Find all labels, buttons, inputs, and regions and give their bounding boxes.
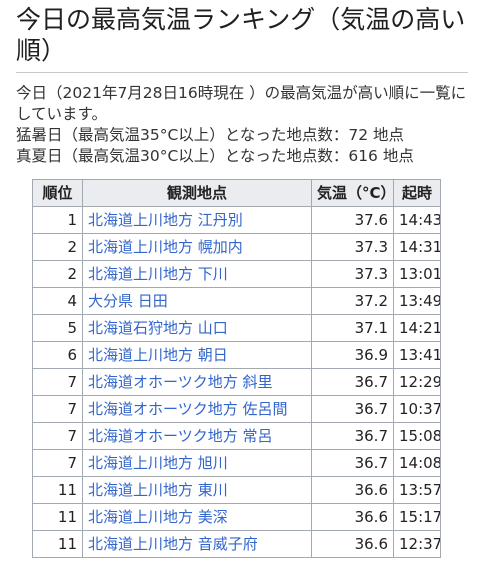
place-link[interactable]: 北海道上川地方 幌加内 bbox=[88, 238, 243, 256]
rank-cell: 2 bbox=[32, 260, 83, 288]
place-cell: 北海道上川地方 美深 bbox=[82, 503, 312, 531]
table-row: 11 北海道上川地方 音威子府 36.6 12:37 bbox=[32, 530, 441, 558]
temperature-cell: 36.7 bbox=[311, 422, 394, 450]
table-row: 11 北海道上川地方 美深 36.6 15:17 bbox=[32, 503, 441, 531]
temperature-cell: 37.6 bbox=[311, 206, 394, 234]
place-link[interactable]: 北海道上川地方 美深 bbox=[88, 508, 228, 526]
temperature-cell: 37.3 bbox=[311, 233, 394, 261]
description: 今日（2021年7月28日16時現在 ）の最高気温が高い順に一覧にしています。 … bbox=[16, 83, 468, 167]
header-temp: 気温（°C） bbox=[311, 179, 394, 207]
place-link[interactable]: 北海道上川地方 下川 bbox=[88, 265, 228, 283]
table-row: 1 北海道上川地方 江丹別 37.6 14:43 bbox=[32, 206, 441, 234]
time-cell: 12:29 bbox=[393, 368, 441, 396]
place-cell: 北海道上川地方 江丹別 bbox=[82, 206, 312, 234]
place-link[interactable]: 北海道上川地方 東川 bbox=[88, 481, 228, 499]
extreme-heat-count: 猛暑日（最高気温35°C以上）となった地点数：72 地点 bbox=[16, 126, 404, 144]
temperature-cell: 36.6 bbox=[311, 476, 394, 504]
table-row: 5 北海道石狩地方 山口 37.1 14:21 bbox=[32, 314, 441, 342]
table-row: 11 北海道上川地方 東川 36.6 13:57 bbox=[32, 476, 441, 504]
time-cell: 15:17 bbox=[393, 503, 441, 531]
time-cell: 12:37 bbox=[393, 530, 441, 558]
place-link[interactable]: 北海道オホーツク地方 斜里 bbox=[88, 373, 273, 391]
table-body: 1 北海道上川地方 江丹別 37.6 14:43 2 北海道上川地方 幌加内 37.3 14:… bbox=[32, 206, 441, 558]
rank-cell: 7 bbox=[32, 422, 83, 450]
time-cell: 13:49 bbox=[393, 287, 441, 315]
time-cell: 13:41 bbox=[393, 341, 441, 369]
table-row: 7 北海道オホーツク地方 斜里 36.7 12:29 bbox=[32, 368, 441, 396]
rank-cell: 6 bbox=[32, 341, 83, 369]
rank-cell: 1 bbox=[32, 206, 83, 234]
rank-cell: 11 bbox=[32, 476, 83, 504]
place-cell: 北海道上川地方 旭川 bbox=[82, 449, 312, 477]
place-link[interactable]: 北海道オホーツク地方 常呂 bbox=[88, 427, 273, 445]
temperature-cell: 36.7 bbox=[311, 368, 394, 396]
table-row: 7 北海道上川地方 旭川 36.7 14:08 bbox=[32, 449, 441, 477]
temperature-cell: 37.3 bbox=[311, 260, 394, 288]
time-cell: 14:08 bbox=[393, 449, 441, 477]
place-cell: 北海道オホーツク地方 佐呂間 bbox=[82, 395, 312, 423]
place-cell: 北海道オホーツク地方 常呂 bbox=[82, 422, 312, 450]
temperature-cell: 36.6 bbox=[311, 503, 394, 531]
place-cell: 大分県 日田 bbox=[82, 287, 312, 315]
place-cell: 北海道上川地方 下川 bbox=[82, 260, 312, 288]
temperature-cell: 36.7 bbox=[311, 449, 394, 477]
table-row: 2 北海道上川地方 幌加内 37.3 14:31 bbox=[32, 233, 441, 261]
rank-cell: 2 bbox=[32, 233, 83, 261]
place-cell: 北海道上川地方 音威子府 bbox=[82, 530, 312, 558]
rank-cell: 5 bbox=[32, 314, 83, 342]
table-header-row: 順位 観測地点 気温（°C） 起時 bbox=[32, 179, 441, 207]
place-link[interactable]: 北海道上川地方 江丹別 bbox=[88, 211, 243, 229]
ranking-table-container: 順位 観測地点 気温（°C） 起時 1 北海道上川地方 江丹別 37.6 14:43 2… bbox=[32, 179, 468, 558]
temperature-cell: 36.7 bbox=[311, 395, 394, 423]
header-rank: 順位 bbox=[32, 179, 83, 207]
table-row: 6 北海道上川地方 朝日 36.9 13:41 bbox=[32, 341, 441, 369]
time-cell: 14:43 bbox=[393, 206, 441, 234]
place-link[interactable]: 北海道上川地方 音威子府 bbox=[88, 535, 258, 553]
rank-cell: 11 bbox=[32, 530, 83, 558]
place-cell: 北海道石狩地方 山口 bbox=[82, 314, 312, 342]
header-place: 観測地点 bbox=[82, 179, 312, 207]
table-row: 4 大分県 日田 37.2 13:49 bbox=[32, 287, 441, 315]
rank-cell: 7 bbox=[32, 395, 83, 423]
table-row: 7 北海道オホーツク地方 佐呂間 36.7 10:37 bbox=[32, 395, 441, 423]
place-link[interactable]: 北海道上川地方 旭川 bbox=[88, 454, 228, 472]
temperature-cell: 37.1 bbox=[311, 314, 394, 342]
time-cell: 13:57 bbox=[393, 476, 441, 504]
rank-cell: 7 bbox=[32, 368, 83, 396]
midsummer-count: 真夏日（最高気温30°C以上）となった地点数：616 地点 bbox=[16, 147, 414, 165]
place-link[interactable]: 北海道上川地方 朝日 bbox=[88, 346, 228, 364]
place-cell: 北海道上川地方 幌加内 bbox=[82, 233, 312, 261]
temperature-cell: 36.6 bbox=[311, 530, 394, 558]
description-summary: 今日（2021年7月28日16時現在 ）の最高気温が高い順に一覧にしています。 bbox=[16, 84, 467, 123]
place-link[interactable]: 北海道オホーツク地方 佐呂間 bbox=[88, 400, 288, 418]
time-cell: 15:08 bbox=[393, 422, 441, 450]
time-cell: 14:31 bbox=[393, 233, 441, 261]
temperature-cell: 36.9 bbox=[311, 341, 394, 369]
ranking-table: 順位 観測地点 気温（°C） 起時 1 北海道上川地方 江丹別 37.6 14:43 2… bbox=[32, 179, 441, 558]
header-time: 起時 bbox=[393, 179, 441, 207]
place-cell: 北海道上川地方 東川 bbox=[82, 476, 312, 504]
time-cell: 14:21 bbox=[393, 314, 441, 342]
temperature-cell: 37.2 bbox=[311, 287, 394, 315]
place-cell: 北海道上川地方 朝日 bbox=[82, 341, 312, 369]
table-row: 2 北海道上川地方 下川 37.3 13:01 bbox=[32, 260, 441, 288]
page-title: 今日の最高気温ランキング（気温の高い順） bbox=[16, 4, 468, 73]
rank-cell: 4 bbox=[32, 287, 83, 315]
time-cell: 10:37 bbox=[393, 395, 441, 423]
time-cell: 13:01 bbox=[393, 260, 441, 288]
rank-cell: 7 bbox=[32, 449, 83, 477]
rank-cell: 11 bbox=[32, 503, 83, 531]
place-cell: 北海道オホーツク地方 斜里 bbox=[82, 368, 312, 396]
table-row: 7 北海道オホーツク地方 常呂 36.7 15:08 bbox=[32, 422, 441, 450]
place-link[interactable]: 北海道石狩地方 山口 bbox=[88, 319, 228, 337]
place-link[interactable]: 大分県 日田 bbox=[88, 292, 168, 310]
